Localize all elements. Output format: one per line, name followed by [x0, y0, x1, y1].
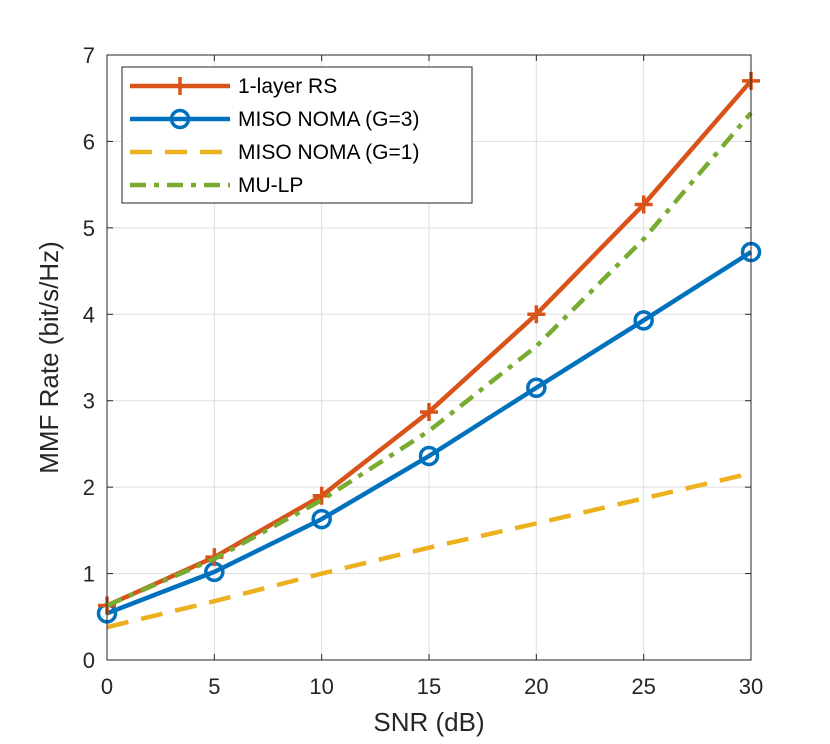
legend: 1-layer RS MISO NOMA (G=3) MISO NOMA (G=1)… — [121, 66, 473, 204]
legend-entry: 1-layer RS — [130, 75, 337, 98]
x-tick-label: 5 — [208, 674, 220, 699]
data-point — [311, 508, 332, 530]
series-line — [106, 471, 752, 630]
series-line — [106, 250, 753, 616]
series-layer — [96, 71, 762, 630]
y-axis-title: MMF Rate (bit/s/Hz) — [34, 241, 64, 474]
x-tick-label: 15 — [417, 674, 441, 699]
x-tick-label: 25 — [631, 674, 655, 699]
legend-label: MU-LP — [238, 174, 303, 197]
series-line — [106, 111, 753, 608]
y-tick-label: 3 — [83, 389, 95, 414]
legend-label: 1-layer RS — [238, 75, 337, 98]
x-tick-label: 20 — [524, 674, 548, 699]
legend-marker — [171, 77, 189, 95]
y-tick-label: 6 — [83, 129, 95, 154]
legend-label: MISO NOMA (G=3) — [238, 108, 419, 131]
legend-entry: MU-LP — [130, 174, 303, 197]
y-tick-label: 2 — [83, 475, 95, 500]
data-point — [633, 310, 654, 331]
data-point — [418, 445, 440, 467]
y-tick-label: 4 — [83, 302, 95, 327]
y-tick-label: 7 — [83, 43, 95, 68]
y-tick-label: 0 — [83, 648, 95, 673]
ticks: 0 5 10 15 20 25 30 0 1 2 3 4 5 6 7 — [83, 43, 763, 699]
x-tick-label: 10 — [309, 674, 333, 699]
data-point — [527, 305, 546, 324]
series-3 — [106, 111, 753, 608]
x-tick-label: 0 — [101, 674, 113, 699]
series-2 — [106, 471, 752, 630]
series-1 — [96, 241, 762, 624]
legend-entry: MISO NOMA (G=1) — [130, 141, 419, 164]
y-tick-label: 1 — [83, 562, 95, 587]
legend-entry: MISO NOMA (G=3) — [130, 108, 419, 131]
data-point — [420, 402, 438, 421]
legend-label: MISO NOMA (G=1) — [238, 141, 419, 164]
data-point — [526, 377, 547, 398]
y-tick-label: 5 — [83, 216, 95, 241]
legend-marker — [169, 108, 191, 130]
data-point — [634, 195, 653, 214]
x-axis-title: SNR (dB) — [373, 707, 484, 737]
x-tick-label: 30 — [739, 674, 763, 699]
